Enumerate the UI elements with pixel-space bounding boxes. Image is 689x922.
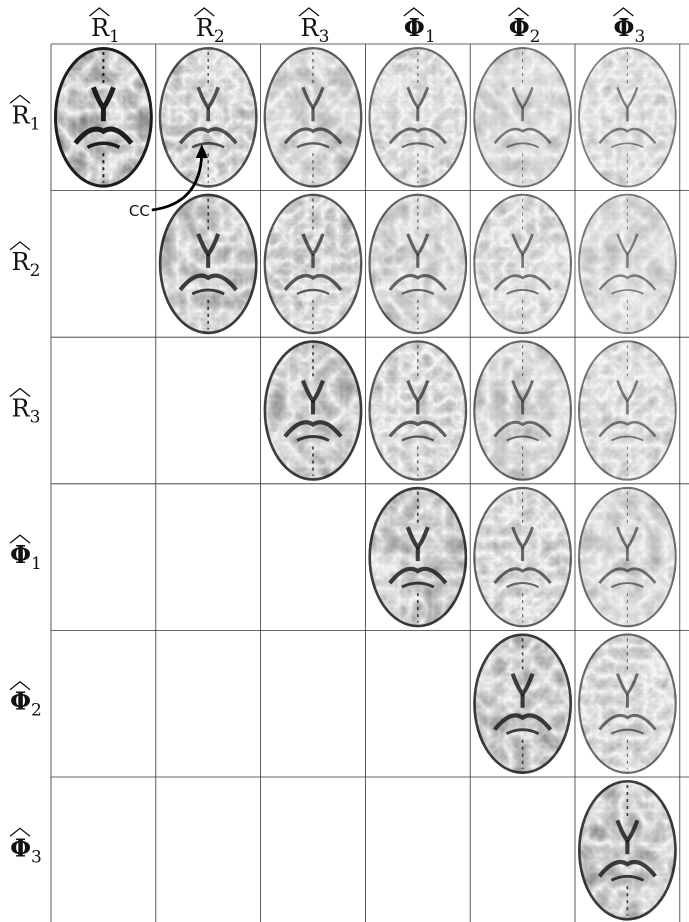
- hat-accent-icon: [9, 241, 31, 251]
- label-symbol: Φ: [10, 833, 31, 862]
- label-subscript: 2: [530, 27, 541, 47]
- svg-text:Φ3: Φ3: [10, 833, 42, 867]
- row-label-r1: R1: [9, 94, 41, 134]
- cc-annotation: CC: [129, 144, 208, 220]
- label-symbol: R: [12, 248, 31, 276]
- label-subscript: 1: [109, 27, 120, 47]
- arrow-head-icon: [195, 144, 208, 158]
- svg-text:R1: R1: [12, 101, 41, 134]
- column-label-r3: R3: [298, 7, 330, 47]
- label-subscript: 3: [634, 27, 645, 47]
- svg-text:Φ1: Φ1: [404, 13, 436, 47]
- svg-text:R2: R2: [196, 14, 225, 47]
- svg-text:R2: R2: [12, 248, 41, 281]
- label-symbol: R: [12, 395, 31, 423]
- cc-arrow-line: [151, 153, 204, 212]
- column-label-phi3: Φ3: [612, 7, 646, 47]
- label-subscript: 1: [30, 114, 41, 134]
- cell-phi1-phi2: [473, 486, 572, 628]
- label-symbol: Φ: [10, 687, 31, 716]
- cell-phi1-phi1: [368, 486, 468, 628]
- label-subscript: 1: [425, 27, 436, 47]
- hat-accent-icon: [9, 387, 31, 398]
- label-symbol: R: [91, 14, 110, 42]
- column-label-r1: R1: [88, 7, 120, 47]
- cell-r2-phi3: [578, 193, 677, 335]
- row-label-phi3: Φ3: [9, 827, 42, 867]
- cell-r1-r1: [54, 47, 153, 188]
- cell-r1-phi2: [473, 47, 572, 188]
- label-symbol: R: [196, 14, 215, 42]
- column-label-phi2: Φ2: [508, 7, 541, 47]
- cell-r3-phi2: [473, 340, 572, 481]
- hat-accent-icon: [193, 7, 215, 17]
- cell-r3-phi3: [578, 340, 677, 481]
- column-label-phi1: Φ1: [403, 7, 436, 47]
- label-symbol: Φ: [10, 540, 31, 569]
- hat-accent-icon: [612, 7, 634, 17]
- cc-label: CC: [129, 202, 150, 220]
- hat-accent-icon: [403, 7, 425, 17]
- label-symbol: R: [12, 101, 31, 129]
- cell-phi2-phi3: [578, 633, 677, 775]
- cell-r2-r2: [158, 193, 258, 335]
- label-symbol: Φ: [404, 13, 425, 42]
- cell-r3-phi1: [368, 340, 468, 481]
- label-subscript: 3: [31, 847, 42, 867]
- hat-accent-icon: [9, 534, 31, 544]
- label-symbol: R: [301, 14, 320, 42]
- svg-text:R3: R3: [12, 395, 41, 428]
- hat-accent-icon: [9, 680, 31, 691]
- svg-text:Φ3: Φ3: [614, 13, 646, 47]
- cell-phi1-phi3: [578, 486, 677, 628]
- label-subscript: 1: [31, 554, 42, 574]
- cell-phi3-phi3: [578, 780, 677, 921]
- column-label-r2: R2: [193, 7, 225, 47]
- cell-r1-phi1: [368, 47, 468, 188]
- row-label-phi2: Φ2: [9, 680, 42, 721]
- svg-text:Φ2: Φ2: [509, 13, 541, 47]
- cell-r2-phi1: [368, 193, 468, 335]
- cell-r3-r3: [263, 340, 363, 481]
- svg-text:Φ2: Φ2: [10, 687, 42, 721]
- label-symbol: Φ: [614, 13, 635, 42]
- label-subscript: 3: [30, 408, 41, 428]
- cell-r1-r2: [158, 47, 258, 188]
- hat-accent-icon: [9, 827, 31, 837]
- hat-accent-icon: [9, 94, 31, 104]
- hat-accent-icon: [298, 7, 320, 17]
- hat-accent-icon: [508, 7, 530, 17]
- hat-accent-icon: [88, 7, 110, 17]
- cell-r1-r3: [263, 47, 363, 188]
- label-subscript: 2: [30, 261, 41, 281]
- row-label-r2: R2: [9, 241, 41, 281]
- cell-r2-phi2: [473, 193, 572, 335]
- matrix-grid: [50, 43, 689, 922]
- row-label-r3: R3: [9, 387, 41, 428]
- label-subscript: 2: [31, 701, 42, 721]
- cell-r1-phi3: [578, 47, 677, 188]
- cell-phi2-phi2: [473, 633, 572, 775]
- svg-text:Φ1: Φ1: [10, 540, 42, 574]
- label-subscript: 2: [214, 27, 225, 47]
- cell-r2-r3: [263, 193, 363, 335]
- svg-text:R1: R1: [91, 14, 120, 47]
- svg-text:R3: R3: [301, 14, 330, 47]
- label-symbol: Φ: [509, 13, 530, 42]
- row-label-phi1: Φ1: [9, 534, 42, 574]
- label-subscript: 3: [319, 27, 330, 47]
